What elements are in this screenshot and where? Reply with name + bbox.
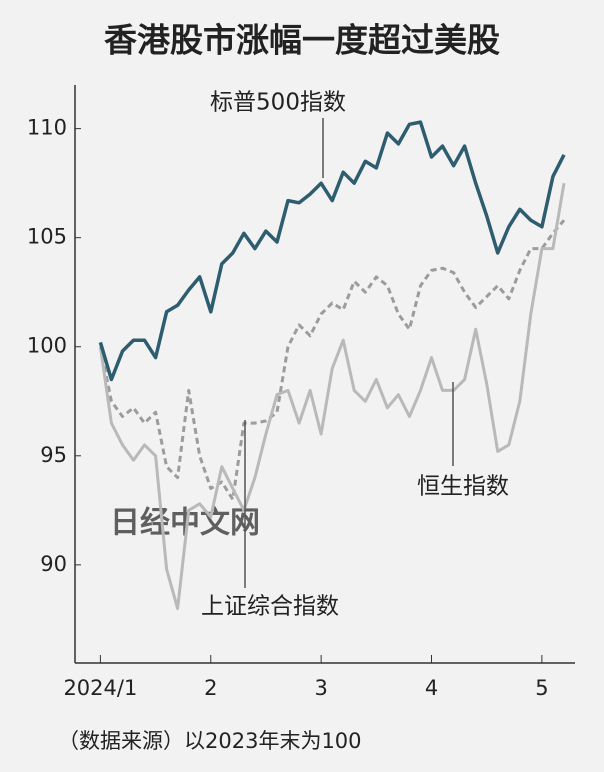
x-tick-label: 2024/1: [63, 676, 137, 700]
series-line: [98, 182, 566, 610]
y-tick-label: 95: [40, 443, 67, 467]
series-label: 恒生指数: [417, 474, 509, 500]
series-line: [98, 120, 566, 382]
x-tick-label: 3: [314, 676, 327, 700]
x-tick-label: 4: [425, 676, 438, 700]
y-tick-label: 105: [27, 225, 67, 249]
y-tick-label: 100: [27, 334, 67, 358]
chart-title: 香港股市涨幅一度超过美股: [104, 21, 500, 60]
y-tick-label: 110: [27, 116, 67, 140]
series-label: 上证综合指数: [201, 594, 339, 620]
series-label: 标普500指数: [210, 90, 346, 116]
y-tick-label: 90: [40, 552, 67, 576]
footnote: （数据来源）以2023年末为100: [58, 729, 362, 753]
series-line: [98, 219, 566, 501]
x-tick-label: 2: [204, 676, 217, 700]
x-tick-label: 5: [535, 676, 548, 700]
